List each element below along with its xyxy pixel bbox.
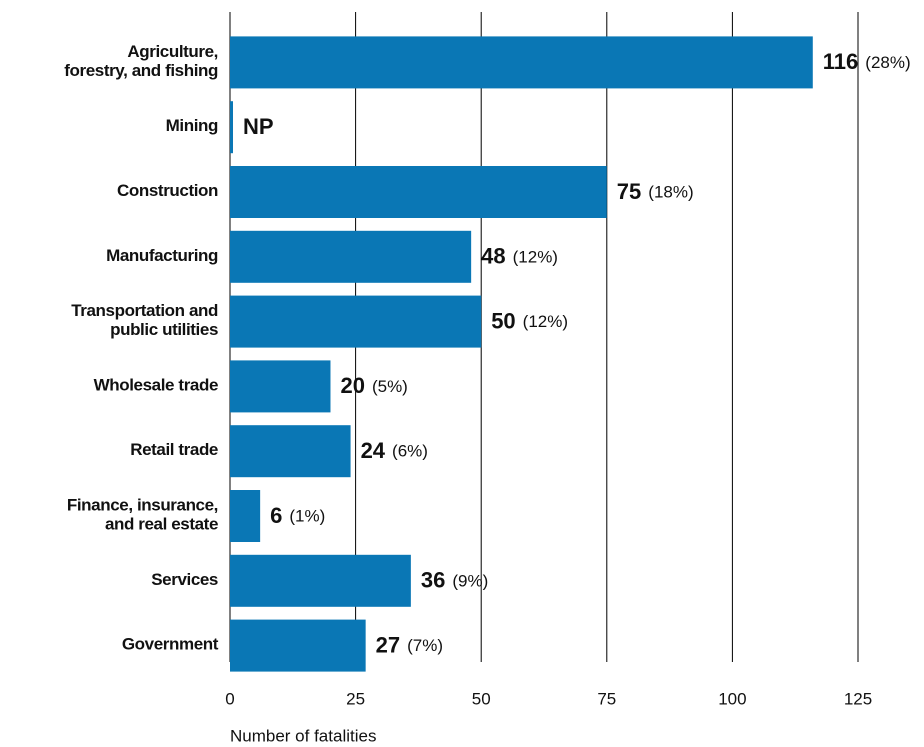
share-label: (28%)	[865, 53, 910, 72]
category-label: Retail trade	[130, 441, 218, 460]
bar	[230, 360, 331, 413]
category-label: Finance, insurance, and real estate	[67, 496, 218, 534]
category-label: Agriculture, forestry, and fishing	[64, 42, 218, 80]
bar	[230, 101, 233, 154]
share-label: (12%)	[523, 312, 568, 331]
x-tick-label: 100	[718, 689, 746, 708]
x-tick-label: 125	[844, 689, 872, 708]
value-label: 116	[823, 49, 859, 74]
bar	[230, 230, 472, 283]
bar	[230, 36, 813, 89]
x-tick-label: 0	[225, 689, 234, 708]
category-label: Construction	[117, 181, 218, 200]
value-label: NP	[243, 114, 274, 139]
value-label: 20	[340, 373, 364, 398]
x-axis-label: Number of fatalities	[230, 726, 376, 745]
value-label: 36	[421, 568, 445, 593]
bar	[230, 619, 366, 672]
x-tick-label: 50	[472, 689, 491, 708]
category-label: Mining	[166, 117, 218, 136]
share-label: (12%)	[513, 247, 558, 266]
value-label: 27	[376, 632, 400, 657]
share-label: (9%)	[452, 571, 488, 590]
bar	[230, 425, 351, 478]
value-label: 6	[270, 503, 282, 528]
bar	[230, 295, 482, 348]
category-label: Services	[151, 570, 218, 589]
share-label: (18%)	[648, 182, 693, 201]
bar	[230, 554, 411, 607]
category-label: Manufacturing	[106, 246, 218, 265]
x-tick-label: 75	[597, 689, 616, 708]
bar	[230, 490, 261, 542]
share-label: (7%)	[407, 636, 443, 655]
share-label: (5%)	[372, 377, 408, 396]
bar	[230, 166, 607, 218]
x-tick-label: 25	[346, 689, 365, 708]
share-label: (1%)	[289, 506, 325, 525]
value-label: 24	[361, 438, 386, 463]
value-label: 75	[617, 179, 641, 204]
category-label: Wholesale trade	[94, 376, 218, 395]
category-label: Government	[122, 635, 219, 654]
value-label: 48	[481, 244, 505, 269]
value-label: 50	[491, 308, 515, 333]
share-label: (6%)	[392, 442, 428, 461]
category-label: Transportation and public utilities	[71, 302, 218, 340]
